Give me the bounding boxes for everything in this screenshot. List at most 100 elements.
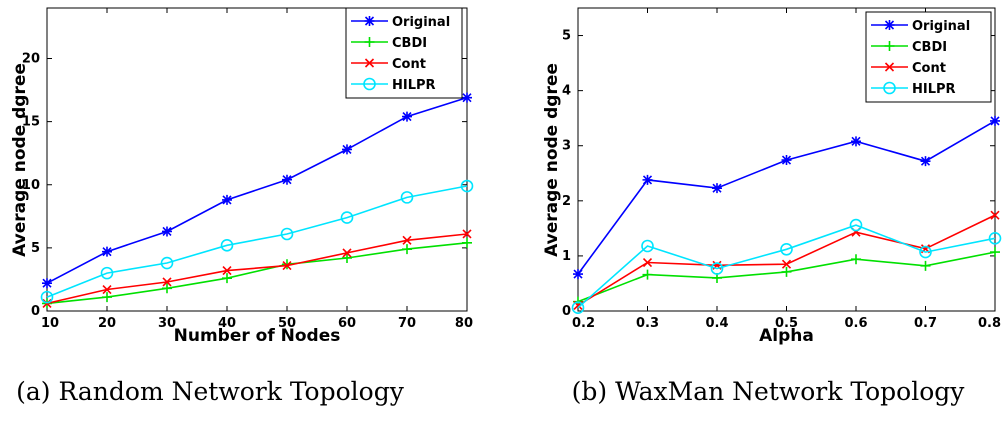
series-hilpr [571,218,1002,314]
data-point [919,245,932,259]
chart-b: 0.2 0.3 0.4 0.5 0.6 0.7 0.8 0 1 2 3 4 5 Alpha Average … [542,7,1002,406]
legend-marker [364,16,375,26]
data-point [990,115,1000,126]
data-point [342,252,352,263]
y-tick-label: 2 [562,194,571,209]
legend-box [345,7,463,99]
data-point [40,290,54,304]
x-tick-label: 0.7 [914,316,937,331]
series-line [46,96,468,284]
data-point [573,269,583,280]
data-point [222,194,232,205]
data-point [42,278,52,289]
data-point [851,136,861,147]
x-tick-label: 0.3 [636,316,659,331]
data-point [920,260,931,271]
data-point [402,244,412,255]
data-point [851,254,861,265]
data-point [462,237,472,248]
data-point [781,155,792,166]
legend-label: CBDI [392,36,427,51]
data-point [781,259,792,269]
data-point [282,260,292,271]
legend-item-cont: Cont [871,61,946,76]
legend-item-hilpr: HILPR [351,77,436,93]
data-point [990,210,1000,220]
x-tick-label: 20 [98,316,116,331]
x-tick-label: 40 [218,316,236,331]
data-point [642,174,653,185]
data-point [162,226,172,237]
data-point [642,269,653,280]
y-tick-label: 5 [562,29,571,44]
figure-caption: (a) Random Network Topology [16,377,405,406]
data-point [102,246,112,257]
legend-item-cbdi: CBDI [871,40,947,55]
data-point [42,298,52,308]
y-tick-label: 0 [31,304,40,319]
series-hilpr [40,179,474,304]
y-axis-label: Average node dgree [10,63,30,257]
series-cont [42,229,472,308]
legend-marker [884,20,895,30]
legend-label: Original [392,15,450,30]
data-point [460,179,474,193]
x-tick-label: 0.2 [572,316,595,331]
legend-item-cbdi: CBDI [351,36,427,51]
legend: Original CBDI Cont HILPR [345,7,463,99]
data-point [162,283,172,294]
series-line [46,242,468,305]
x-tick-label: 60 [338,316,356,331]
data-point [402,111,412,122]
data-point [780,242,793,256]
data-point [102,284,112,295]
data-point [641,239,654,253]
data-point [849,218,863,232]
legend-marker [884,41,895,51]
legend-label: Cont [392,57,426,72]
x-tick-label: 50 [278,316,296,331]
legend-item-hilpr: HILPR [871,81,956,97]
series-line [577,224,996,309]
y-tick-label: 4 [562,84,571,99]
y-tick-label: 1 [562,249,571,264]
figure-caption: (b) WaxMan Network Topology [572,377,966,406]
data-point [100,266,114,280]
series-line [46,233,468,305]
data-point [710,262,724,275]
data-point [712,183,722,194]
x-tick-label: 0.8 [978,316,1001,331]
data-point [222,266,232,276]
legend-label: CBDI [912,40,947,55]
legend-marker [364,37,375,47]
y-tick-label: 0 [562,304,571,319]
x-tick-label: 10 [41,316,59,331]
legend-label: HILPR [392,78,436,93]
data-point [160,256,174,270]
legend-marker [883,81,896,95]
data-point [162,277,172,287]
y-axis-label: Average node dgree [542,63,562,257]
data-point [340,211,354,224]
legend-item-original: Original [871,19,970,34]
data-point [990,247,1000,258]
data-point [462,229,472,239]
legend-marker [363,77,376,91]
data-point [988,231,1002,245]
data-point [400,191,414,204]
data-point [342,248,352,258]
x-tick-label: 30 [158,316,176,331]
x-tick-label: 0.6 [844,316,867,331]
legend-label: HILPR [912,82,956,97]
series-line [46,185,468,298]
data-point [642,257,653,268]
y-tick-label: 20 [22,52,40,67]
data-point [571,301,585,314]
legend-marker [884,62,895,72]
series-original [573,115,1000,280]
y-tick-label: 10 [22,178,40,193]
legend-item-cont: Cont [351,57,426,72]
data-point [920,156,931,167]
data-point [462,92,472,103]
